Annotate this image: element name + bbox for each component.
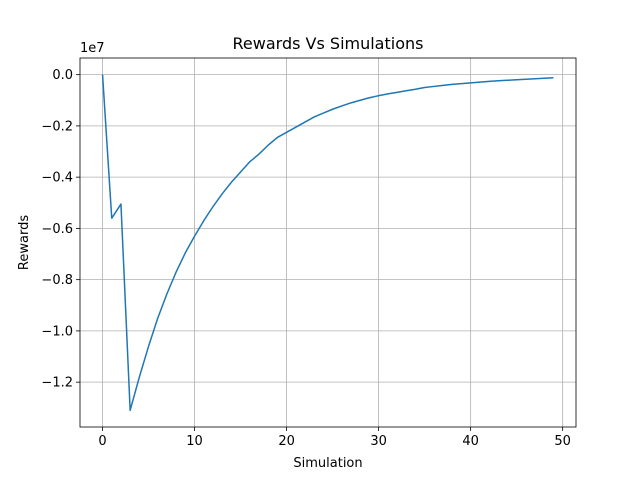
y-tick-label: −0.4 (41, 171, 73, 186)
y-axis-offset-label: 1e7 (80, 41, 105, 56)
chart-title: Rewards Vs Simulations (233, 34, 424, 53)
axes-frame (79, 57, 577, 428)
x-tick-label: 40 (462, 434, 479, 449)
x-axis-label: Simulation (293, 456, 362, 471)
axes-spines (79, 57, 577, 428)
x-tick-label: 30 (370, 434, 387, 449)
y-tick-label: −0.2 (41, 119, 73, 134)
y-axis-ticks: 0.0 −0.2 −0.4 −0.6 −0.8 −1.0 −1.2 (41, 68, 80, 391)
y-tick-label: −1.2 (41, 376, 73, 391)
x-tick-label: 50 (554, 434, 571, 449)
y-tick-label: −1.0 (41, 324, 73, 339)
x-tick-label: 20 (278, 434, 295, 449)
x-tick-label: 10 (186, 434, 203, 449)
y-tick-label: −0.8 (41, 273, 73, 288)
series-layer (101, 74, 554, 412)
y-tick-label: 0.0 (52, 68, 73, 83)
y-tick-label: −0.6 (41, 222, 73, 237)
grid-lines (80, 58, 576, 427)
series-line (101, 74, 554, 412)
x-tick-label: 0 (98, 434, 106, 449)
x-axis-ticks: 0 10 20 30 40 50 (98, 427, 571, 449)
y-axis-label: Rewards (17, 215, 32, 270)
